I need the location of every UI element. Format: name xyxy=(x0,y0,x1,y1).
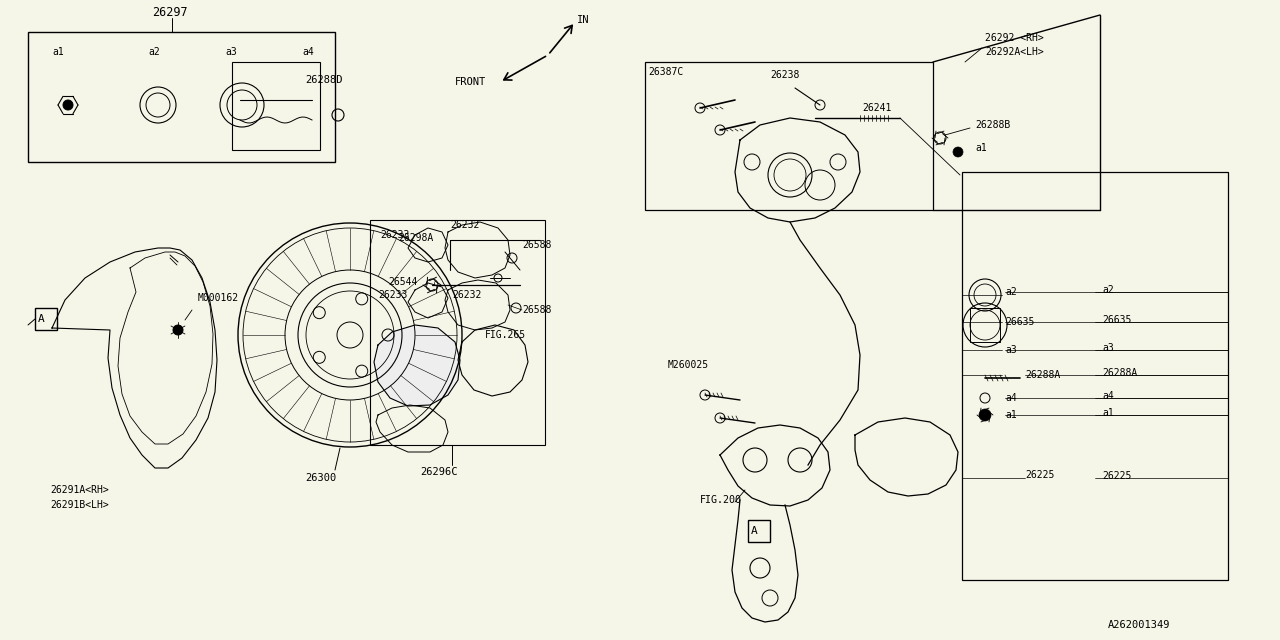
Text: 26588: 26588 xyxy=(522,240,552,250)
Text: FIG.265: FIG.265 xyxy=(485,330,526,340)
Bar xyxy=(35,308,58,330)
Text: 26225: 26225 xyxy=(1025,470,1055,480)
Text: a3: a3 xyxy=(225,47,237,57)
Text: a2: a2 xyxy=(148,47,160,57)
Text: a1: a1 xyxy=(1102,408,1114,418)
Text: 26297: 26297 xyxy=(152,6,188,19)
Text: 26298A: 26298A xyxy=(398,233,433,243)
Text: a4: a4 xyxy=(1005,393,1016,403)
Text: 26544: 26544 xyxy=(388,277,417,287)
Text: 26387C: 26387C xyxy=(648,67,684,77)
Text: 26233: 26233 xyxy=(378,290,407,300)
Text: 26296C: 26296C xyxy=(420,467,457,477)
Text: 26288A: 26288A xyxy=(1102,368,1137,378)
Circle shape xyxy=(63,100,73,110)
Text: a4: a4 xyxy=(1102,391,1114,401)
Text: 26588: 26588 xyxy=(522,305,552,315)
Text: 26241: 26241 xyxy=(861,103,891,113)
Bar xyxy=(748,520,771,542)
Text: a1: a1 xyxy=(1005,410,1016,420)
Text: M000162: M000162 xyxy=(198,293,239,303)
Text: M260025: M260025 xyxy=(668,360,709,370)
Circle shape xyxy=(979,409,991,421)
Text: 26292A<LH>: 26292A<LH> xyxy=(986,47,1043,57)
Text: IN: IN xyxy=(577,15,590,25)
Polygon shape xyxy=(374,325,460,406)
Bar xyxy=(28,32,335,162)
Text: FIG.200: FIG.200 xyxy=(700,495,742,505)
Text: 26288B: 26288B xyxy=(975,120,1010,130)
Text: A: A xyxy=(751,526,758,536)
Circle shape xyxy=(954,147,963,157)
Text: 26238: 26238 xyxy=(771,70,800,80)
Text: 26635: 26635 xyxy=(1005,317,1034,327)
Text: a2: a2 xyxy=(1102,285,1114,295)
Bar xyxy=(232,62,320,150)
Text: 26291B<LH>: 26291B<LH> xyxy=(50,500,109,510)
Text: 26288A: 26288A xyxy=(1025,370,1060,380)
Text: a3: a3 xyxy=(1005,345,1016,355)
Text: A: A xyxy=(38,314,45,324)
Text: a2: a2 xyxy=(1005,287,1016,297)
Text: 26232: 26232 xyxy=(452,290,481,300)
Text: 26292 <RH>: 26292 <RH> xyxy=(986,33,1043,43)
Bar xyxy=(645,62,933,210)
Text: a1: a1 xyxy=(975,143,987,153)
Text: a1: a1 xyxy=(52,47,64,57)
Text: a4: a4 xyxy=(302,47,314,57)
Text: 26288D: 26288D xyxy=(305,75,343,85)
Bar xyxy=(963,172,1228,580)
Text: a3: a3 xyxy=(1102,343,1114,353)
Text: A262001349: A262001349 xyxy=(1108,620,1170,630)
Circle shape xyxy=(173,325,183,335)
Text: 26233: 26233 xyxy=(380,230,410,240)
Text: 26635: 26635 xyxy=(1102,315,1132,325)
Text: FRONT: FRONT xyxy=(454,77,486,87)
Text: 26291A<RH>: 26291A<RH> xyxy=(50,485,109,495)
Text: 26225: 26225 xyxy=(1102,471,1132,481)
Bar xyxy=(970,308,1000,342)
Text: 26300: 26300 xyxy=(305,473,337,483)
Text: 26232: 26232 xyxy=(451,220,480,230)
Bar xyxy=(370,220,545,445)
